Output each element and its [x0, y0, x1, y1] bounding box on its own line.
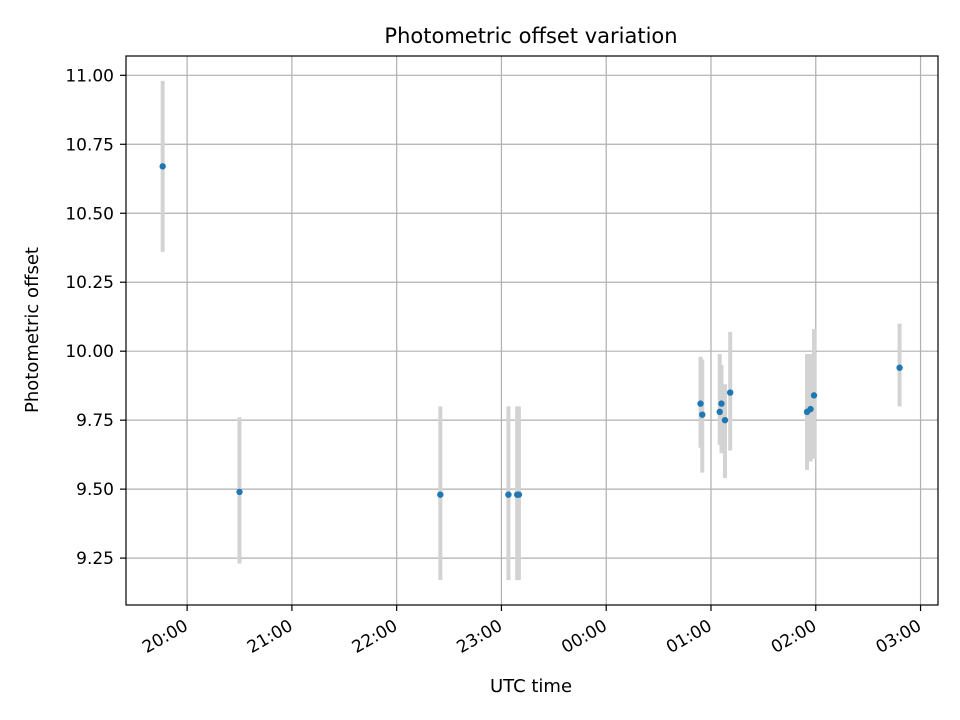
x-tick-label: 20:00 — [139, 616, 191, 658]
data-point — [697, 400, 704, 407]
data-point — [721, 416, 729, 424]
x-tick-label: 01:00 — [663, 616, 715, 658]
point-layer — [159, 163, 903, 498]
plot-frame — [125, 55, 939, 606]
data-point — [437, 491, 444, 498]
x-tick-label: 00:00 — [558, 616, 610, 658]
x-tick-label: 03:00 — [873, 616, 925, 658]
data-point — [505, 491, 512, 498]
data-point — [726, 389, 734, 396]
y-tick-label: 9.25 — [76, 549, 114, 569]
y-axis-title: Photometric offset — [22, 247, 43, 413]
x-tick-label: 22:00 — [349, 616, 401, 658]
y-tick-label: 10.25 — [65, 273, 114, 293]
y-tick-label: 10.00 — [65, 342, 114, 362]
y-tick-label: 10.75 — [65, 135, 114, 155]
x-axis-title: UTC time — [490, 676, 572, 697]
chart-title: Photometric offset variation — [384, 24, 677, 48]
y-axis-ticks: 9.25 9.50 9.75 10.00 10.25 10.50 10.75 11.00 — [65, 66, 126, 569]
x-tick-label: 02:00 — [768, 616, 820, 658]
errorbar-layer — [160, 80, 902, 581]
x-tick-label: 21:00 — [244, 616, 296, 658]
data-point — [159, 163, 166, 170]
grid-layer — [126, 56, 938, 605]
data-point — [716, 408, 723, 416]
y-tick-label: 9.50 — [76, 480, 114, 500]
x-axis-ticks: 20:00 21:00 22:00 23:00 00:00 01:00 02:00 03:00 — [139, 605, 925, 658]
y-tick-label: 9.75 — [76, 411, 114, 431]
y-tick-label: 10.50 — [65, 204, 114, 224]
data-point — [718, 400, 725, 407]
data-point — [896, 364, 903, 371]
y-tick-label: 11.00 — [65, 66, 114, 86]
data-point — [236, 488, 243, 496]
data-point — [810, 392, 818, 399]
x-tick-label: 23:00 — [454, 616, 506, 658]
data-point — [515, 491, 523, 498]
data-point — [699, 411, 706, 418]
data-point — [807, 405, 814, 413]
